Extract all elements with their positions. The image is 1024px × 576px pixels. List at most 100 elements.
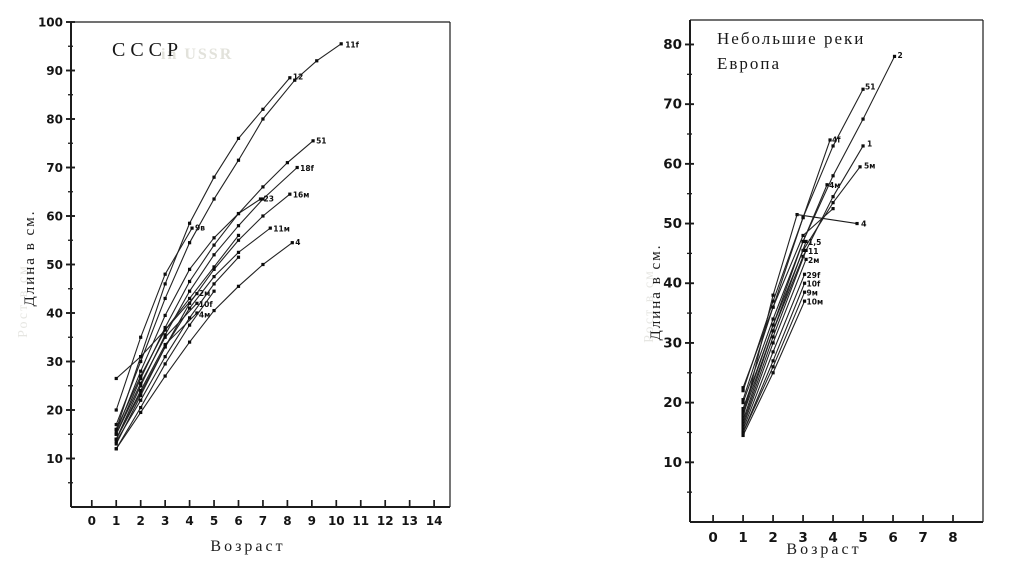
series-10f: 10f xyxy=(114,300,213,436)
data-point-marker xyxy=(295,165,299,170)
data-point-marker xyxy=(187,301,192,305)
data-point-marker xyxy=(741,415,745,420)
y-tick-label: 100 xyxy=(38,16,63,30)
y-tick-label: 70 xyxy=(46,161,63,175)
data-point-marker xyxy=(212,197,216,201)
x-tick-label: 3 xyxy=(798,530,807,546)
data-point-marker xyxy=(114,408,118,412)
data-point-marker xyxy=(741,418,745,423)
series-label: 29f xyxy=(807,271,821,280)
x-tick-label: 2 xyxy=(137,514,145,528)
data-point-marker xyxy=(771,335,775,339)
data-point-marker xyxy=(187,340,192,344)
data-point-marker xyxy=(212,175,216,179)
data-point-marker xyxy=(771,329,775,333)
series-label: 16м xyxy=(293,191,310,200)
series-label: 2м xyxy=(808,256,819,265)
series-label: 9в xyxy=(195,224,205,233)
series-label: 4f xyxy=(832,135,841,144)
data-point-marker xyxy=(163,342,167,347)
annotation-4: 4 xyxy=(796,214,867,229)
data-point-marker xyxy=(741,406,745,411)
series-29f: 29f xyxy=(741,271,821,432)
data-point-marker xyxy=(190,226,194,230)
data-point-marker xyxy=(114,422,118,427)
data-point-marker xyxy=(163,296,167,301)
data-point-marker xyxy=(163,313,167,318)
data-point-marker xyxy=(828,138,832,142)
data-point-marker xyxy=(771,317,775,321)
axes-frame xyxy=(689,19,984,523)
data-point-marker xyxy=(114,376,118,381)
data-point-marker xyxy=(825,183,829,187)
data-point-marker xyxy=(195,311,199,315)
x-tick-label: 5 xyxy=(210,514,218,528)
x-tick-label: 8 xyxy=(948,530,957,546)
data-point-marker xyxy=(741,386,745,390)
series-2м: 2м xyxy=(114,289,210,431)
data-point-marker xyxy=(187,267,192,271)
y-tick-label: 40 xyxy=(663,276,682,292)
x-tick-label: 12 xyxy=(377,514,394,528)
x-tick-label: 1 xyxy=(112,514,120,528)
data-point-marker xyxy=(804,248,808,253)
y-tick-label: 30 xyxy=(663,335,682,351)
data-point-marker xyxy=(261,197,265,201)
data-point-marker xyxy=(139,410,143,415)
data-point-marker xyxy=(187,323,192,327)
chart-title-ussr: СССР xyxy=(112,39,184,61)
data-point-marker xyxy=(236,158,241,162)
data-point-marker xyxy=(163,345,167,349)
data-point-marker xyxy=(741,398,745,402)
data-point-marker xyxy=(802,299,807,303)
data-point-marker xyxy=(187,306,192,310)
data-point-marker xyxy=(771,350,775,354)
data-point-marker xyxy=(163,333,167,337)
data-point-marker xyxy=(804,257,808,261)
x-axis-ticks: 0 1 2 3 4 5 6 7 8 9 10 11 12 13 14 xyxy=(88,500,442,528)
x-tick-label: 3 xyxy=(161,514,169,528)
series-label: 2м xyxy=(199,289,210,298)
y-tick-label: 30 xyxy=(46,355,63,369)
data-point-marker xyxy=(801,233,805,238)
data-point-marker xyxy=(311,139,315,143)
data-point-marker xyxy=(771,365,775,369)
data-point-marker xyxy=(236,284,241,288)
x-tick-label: 0 xyxy=(708,530,717,546)
data-point-marker xyxy=(163,325,167,330)
series-11: 11 xyxy=(741,247,818,426)
series-label: 11м xyxy=(273,225,290,234)
data-point-marker xyxy=(801,254,805,258)
data-point-marker xyxy=(861,144,865,148)
data-point-marker xyxy=(163,328,167,332)
data-point-marker xyxy=(187,221,192,225)
data-point-marker xyxy=(187,279,192,284)
series-unlabeled-13 xyxy=(114,255,241,444)
data-point-marker xyxy=(261,262,265,267)
data-point-marker xyxy=(114,432,118,436)
data-point-marker xyxy=(804,239,808,244)
data-point-marker xyxy=(212,282,216,286)
data-point-marker xyxy=(139,369,143,373)
data-point-marker xyxy=(771,305,775,309)
series-11м: 11м xyxy=(114,225,290,446)
data-point-marker xyxy=(187,296,192,301)
data-point-marker xyxy=(861,117,865,121)
data-point-marker xyxy=(114,437,118,441)
data-point-marker xyxy=(114,447,118,451)
data-point-marker xyxy=(139,398,143,402)
data-point-marker xyxy=(139,381,143,385)
series-label: 4м xyxy=(829,181,840,190)
y-axis-ticks: 10 20 30 40 50 60 70 80 90 100 xyxy=(38,16,75,484)
data-point-marker xyxy=(236,224,241,228)
data-point-marker xyxy=(212,289,216,293)
x-tick-label: 6 xyxy=(234,514,242,528)
y-tick-label: 10 xyxy=(663,455,682,471)
series-unlabeled-7 xyxy=(741,207,835,390)
data-point-marker xyxy=(139,393,143,398)
x-tick-label: 7 xyxy=(918,530,927,546)
data-point-marker xyxy=(187,289,192,293)
y-tick-label: 50 xyxy=(46,258,63,272)
series-label: 4 xyxy=(295,238,300,247)
x-axis-label-ussr: Возраст xyxy=(210,538,286,555)
